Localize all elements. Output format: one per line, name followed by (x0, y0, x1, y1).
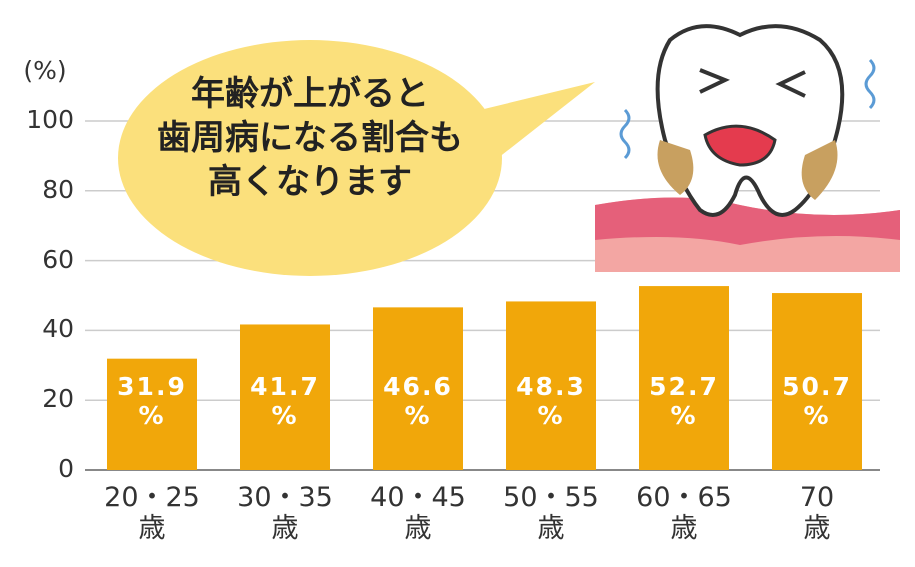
y-tick-label: 0 (58, 454, 74, 483)
x-tick-label: 40・45 歳 (370, 482, 466, 545)
x-tick-label: 70 歳 (799, 482, 835, 545)
y-tick-label: 80 (42, 174, 74, 204)
bar (240, 324, 330, 470)
y-axis-label: (%) (23, 56, 67, 85)
value-label: 52.7 % (649, 372, 719, 430)
x-tick-label: 50・55 歳 (503, 482, 599, 545)
y-tick-label: 40 (42, 314, 74, 344)
y-tick-label: 20 (42, 384, 74, 414)
value-label: 46.6 % (383, 372, 453, 430)
annotation: 年齢が上がると 歯周病になる割合も 高くなります (157, 74, 463, 203)
value-label: 41.7 % (250, 372, 320, 430)
bar (506, 301, 596, 470)
bar (107, 358, 197, 470)
value-label: 31.9 % (117, 372, 187, 430)
value-label: 48.3 % (516, 372, 586, 430)
bar (772, 293, 862, 470)
speech-bubble (118, 40, 595, 276)
x-tick-label: 60・65 歳 (636, 482, 732, 545)
value-label: 50.7 % (782, 372, 852, 430)
bar (639, 286, 729, 470)
tooth-illustration (595, 24, 900, 272)
bar (373, 307, 463, 470)
x-tick-label: 30・35 歳 (237, 482, 333, 545)
y-tick-label: 60 (42, 244, 74, 274)
y-tick-label: 100 (26, 105, 74, 134)
x-tick-label: 20・25 歳 (104, 482, 200, 545)
